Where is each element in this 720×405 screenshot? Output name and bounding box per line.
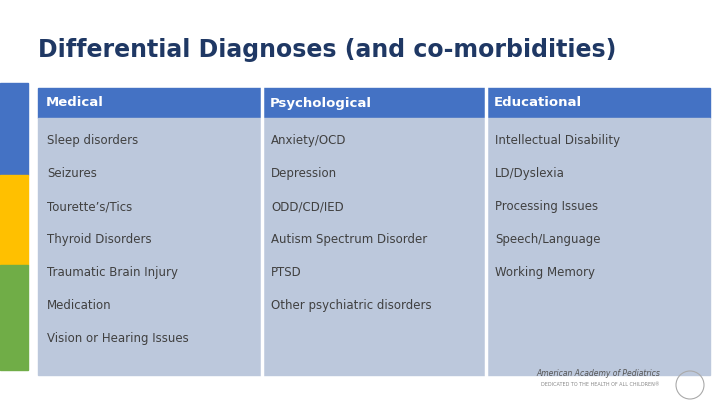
Text: Sleep disorders: Sleep disorders (47, 134, 138, 147)
Text: Processing Issues: Processing Issues (495, 200, 598, 213)
Text: Depression: Depression (271, 167, 337, 180)
Text: DEDICATED TO THE HEALTH OF ALL CHILDREN®: DEDICATED TO THE HEALTH OF ALL CHILDREN® (541, 382, 660, 387)
Bar (38, 118, 262, 375)
Text: Tourette’s/Tics: Tourette’s/Tics (47, 200, 132, 213)
Text: Intellectual Disability: Intellectual Disability (495, 134, 620, 147)
Text: Psychological: Psychological (270, 96, 372, 109)
Bar (38, 88, 262, 118)
Bar (262, 88, 486, 118)
Bar (486, 88, 710, 118)
Text: LD/Dyslexia: LD/Dyslexia (495, 167, 565, 180)
Text: Autism Spectrum Disorder: Autism Spectrum Disorder (271, 233, 427, 246)
Text: PTSD: PTSD (271, 266, 302, 279)
Text: ODD/CD/IED: ODD/CD/IED (271, 200, 343, 213)
Text: Traumatic Brain Injury: Traumatic Brain Injury (47, 266, 178, 279)
Text: Educational: Educational (494, 96, 582, 109)
Text: Medical: Medical (46, 96, 104, 109)
Text: Other psychiatric disorders: Other psychiatric disorders (271, 299, 431, 312)
Text: Anxiety/OCD: Anxiety/OCD (271, 134, 346, 147)
Text: Thyroid Disorders: Thyroid Disorders (47, 233, 152, 246)
Text: Working Memory: Working Memory (495, 266, 595, 279)
Text: Speech/Language: Speech/Language (495, 233, 600, 246)
Text: Differential Diagnoses (and co-morbidities): Differential Diagnoses (and co-morbiditi… (38, 38, 616, 62)
Text: American Academy of Pediatrics: American Academy of Pediatrics (536, 369, 660, 378)
Text: Medication: Medication (47, 299, 112, 312)
Bar (0, 83, 28, 175)
Bar (486, 118, 710, 375)
Bar (0, 175, 28, 265)
Bar (0, 265, 28, 370)
Bar (262, 118, 486, 375)
Text: Seizures: Seizures (47, 167, 97, 180)
Text: Vision or Hearing Issues: Vision or Hearing Issues (47, 332, 189, 345)
